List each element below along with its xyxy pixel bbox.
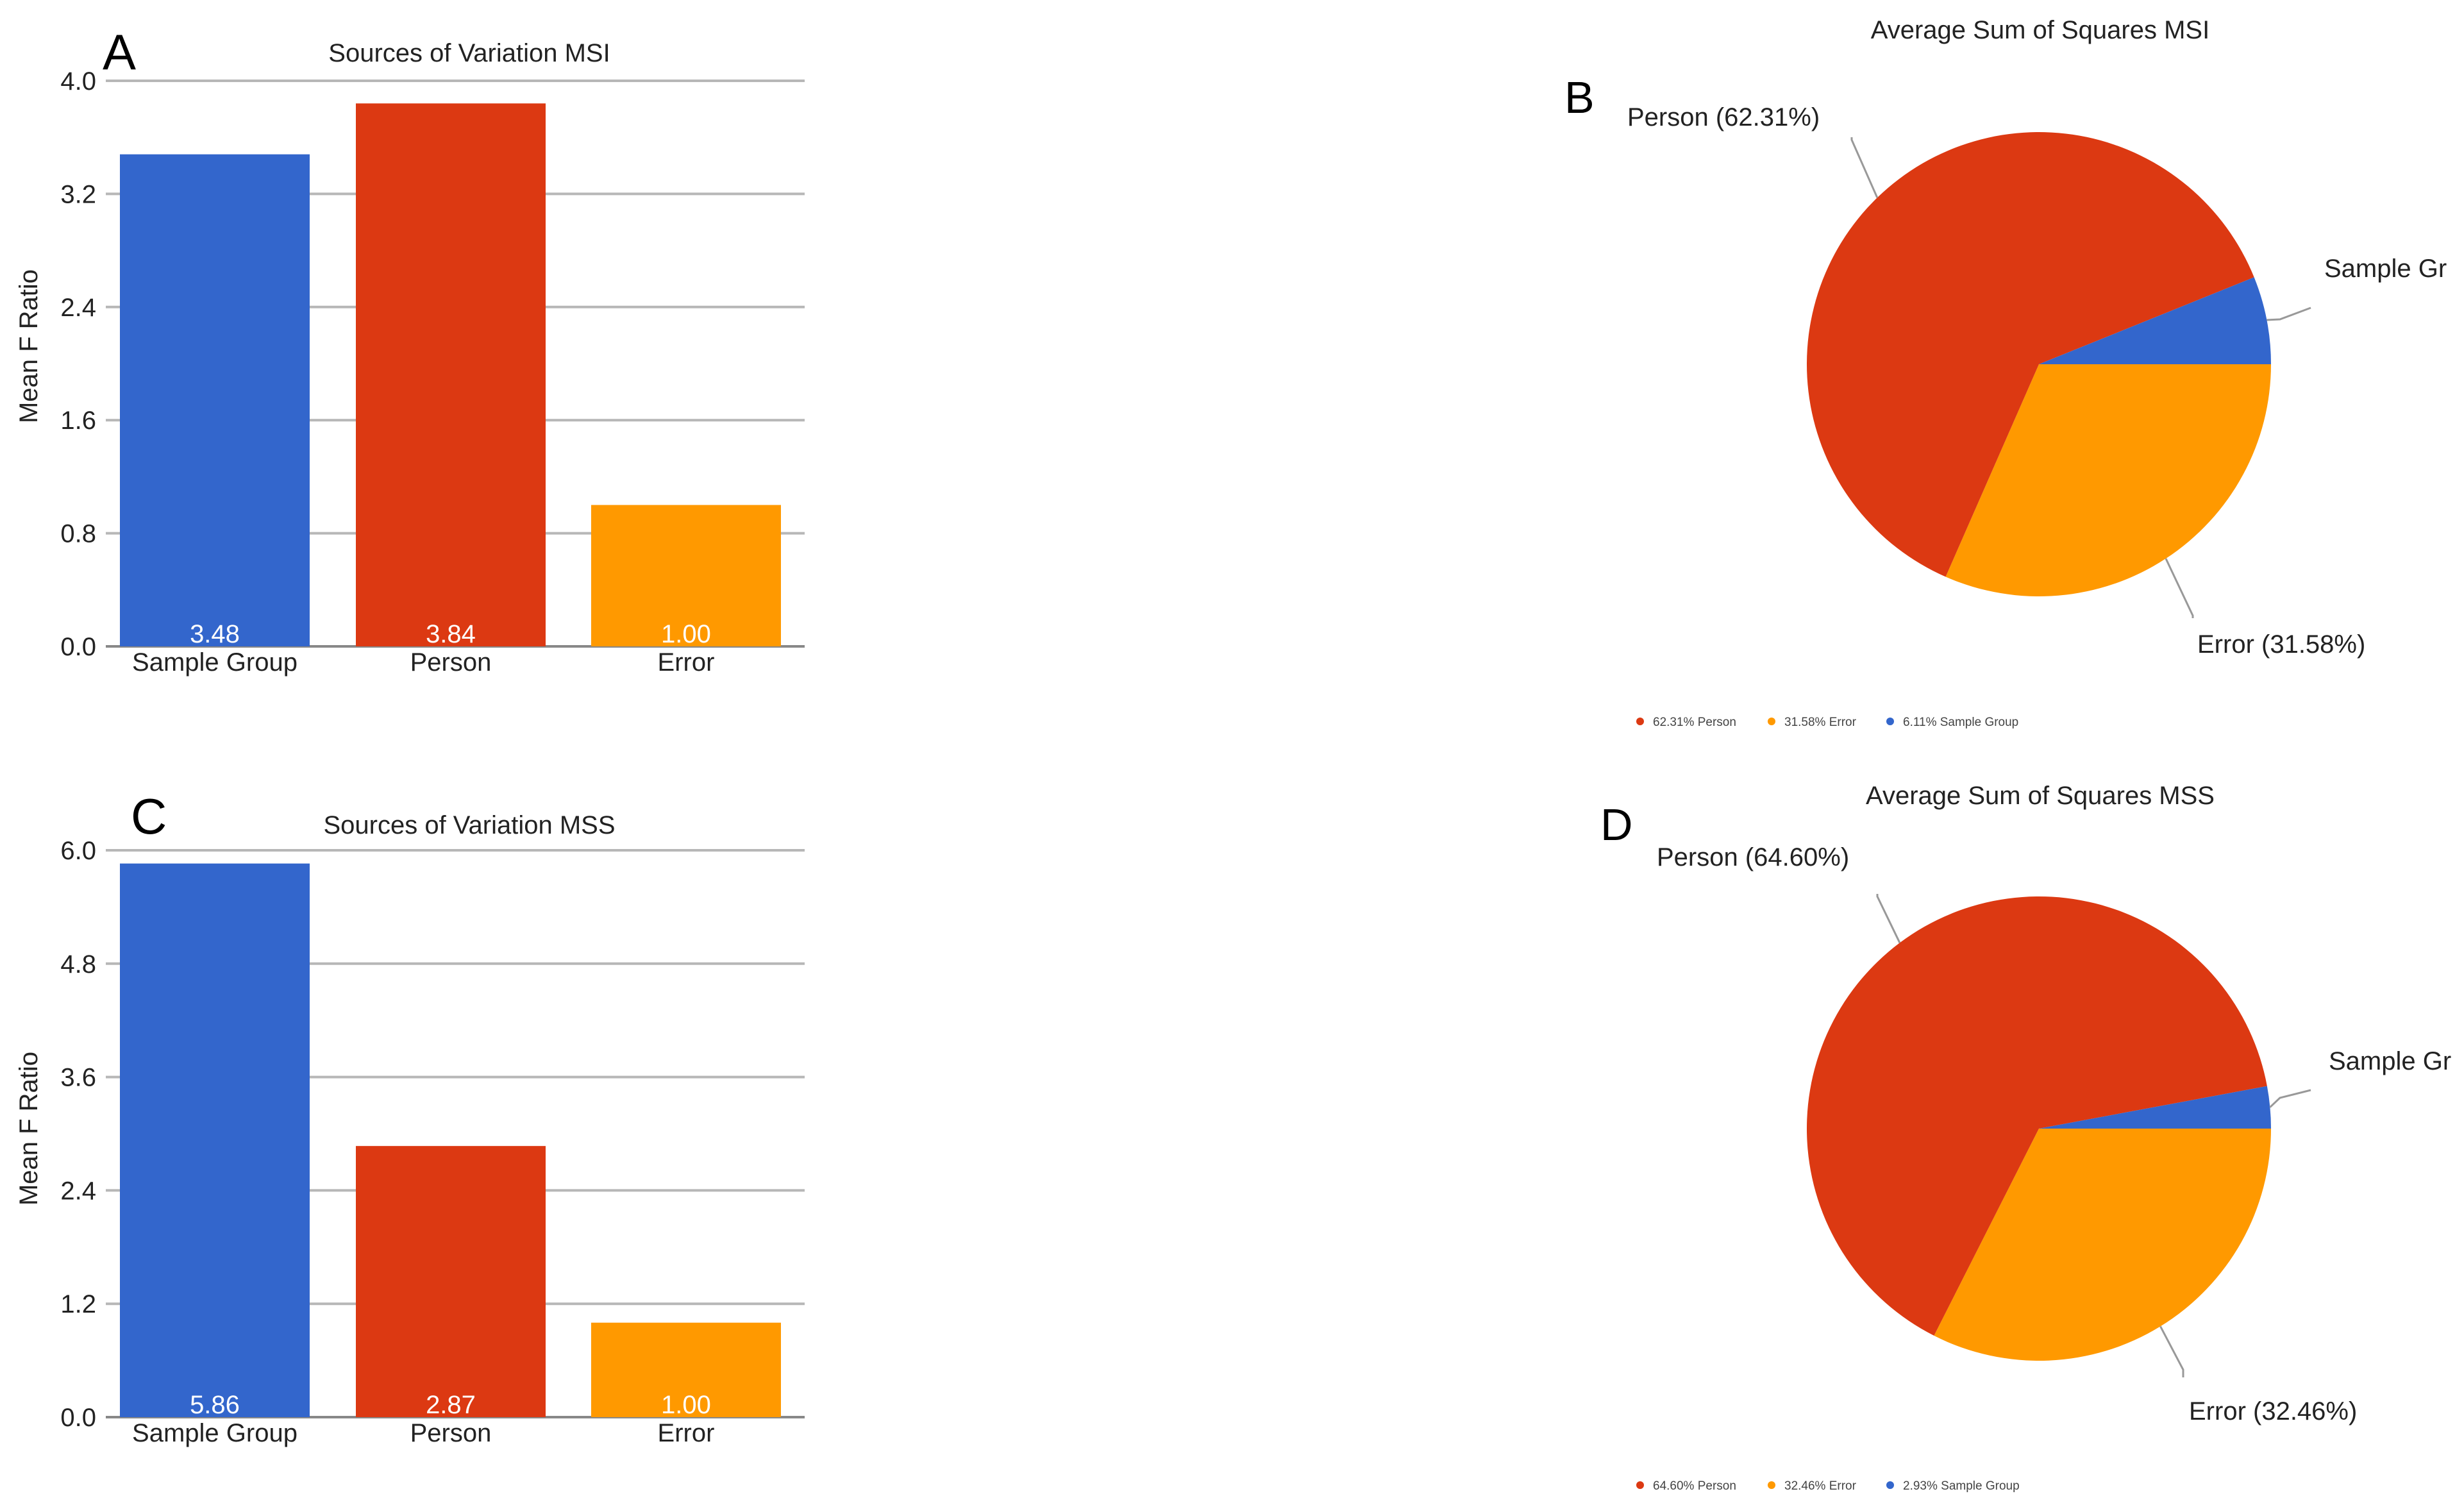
- y-tick-label: 0.0: [60, 633, 96, 661]
- pie-slice-sample-group: [2039, 1086, 2271, 1129]
- bar-person: [356, 103, 546, 646]
- bar-value-label: 2.87: [426, 1391, 476, 1419]
- legend-label: 64.60% Person: [1653, 1479, 1736, 1493]
- callout-leader-line: [2269, 1089, 2311, 1108]
- panel-letter: D: [1600, 800, 1633, 850]
- bar-value-label: 3.84: [426, 620, 476, 648]
- panel-c-bar-chart: C Sources of Variation MSS Mean F Ratio …: [15, 788, 805, 1447]
- chart-title: Sources of Variation MSS: [323, 811, 615, 839]
- legend-swatch: [1636, 1481, 1644, 1489]
- bar-person: [356, 1146, 546, 1417]
- y-tick-label: 0.0: [60, 1404, 96, 1432]
- callout-leader-line: [2159, 1325, 2184, 1377]
- chart-title: Sources of Variation MSI: [328, 39, 610, 67]
- legend-swatch: [1886, 1481, 1894, 1489]
- pie-callout-label: Person (62.31%): [1627, 103, 1820, 131]
- x-tick-label: Error: [658, 1419, 715, 1447]
- pie-slice-sample-group: [2039, 277, 2271, 364]
- legend-swatch: [1768, 718, 1775, 725]
- bar-error: [591, 1322, 781, 1417]
- pie-callout-label: Sample Gr: [2324, 255, 2447, 283]
- y-tick-label: 1.2: [60, 1290, 96, 1318]
- y-tick-label: 6.0: [60, 837, 96, 865]
- panel-d-pie-chart: D Average Sum of Squares MSS Error (32.4…: [1600, 782, 2451, 1493]
- chart-title: Average Sum of Squares MSI: [1871, 16, 2209, 44]
- callout-leader-line: [1876, 894, 1901, 943]
- pie-callout-label: Person (64.60%): [1657, 843, 1849, 871]
- y-tick-label: 4.0: [60, 67, 96, 96]
- pie-slice-error: [1945, 364, 2271, 596]
- pie-callout-label: Sample Gr: [2329, 1047, 2451, 1075]
- callout-leader-line: [2165, 558, 2194, 618]
- x-tick-label: Error: [658, 648, 715, 677]
- y-tick-label: 4.8: [60, 950, 96, 979]
- pie-slice-error: [1934, 1129, 2271, 1361]
- y-tick-label: 2.4: [60, 294, 96, 322]
- bar-error: [591, 505, 781, 646]
- legend-label: 32.46% Error: [1784, 1479, 1857, 1493]
- x-tick-label: Person: [410, 1419, 492, 1447]
- panel-a-bar-chart: A Sources of Variation MSI Mean F Ratio …: [15, 24, 805, 677]
- legend-label: 6.11% Sample Group: [1903, 716, 2018, 729]
- pie-slice-person: [1807, 132, 2254, 577]
- y-tick-label: 0.8: [60, 520, 96, 548]
- chart-title: Average Sum of Squares MSS: [1866, 782, 2215, 810]
- panel-letter: C: [131, 788, 167, 845]
- legend-swatch: [1636, 718, 1644, 725]
- y-tick-label: 2.4: [60, 1177, 96, 1205]
- legend-label: 2.93% Sample Group: [1903, 1479, 2020, 1493]
- y-tick-label: 3.2: [60, 180, 96, 208]
- pie-callout-label: Error (32.46%): [2189, 1397, 2357, 1425]
- legend-label: 62.31% Person: [1653, 716, 1736, 729]
- bar-value-label: 1.00: [661, 1391, 711, 1419]
- bar-value-label: 5.86: [190, 1391, 240, 1419]
- pie-callout-label: Error (31.58%): [2197, 630, 2365, 659]
- y-tick-label: 1.6: [60, 407, 96, 435]
- x-tick-label: Sample Group: [132, 648, 298, 677]
- panel-letter: A: [103, 24, 136, 80]
- y-axis-label: Mean F Ratio: [15, 269, 43, 423]
- bar-sample-group: [120, 154, 310, 646]
- x-tick-label: Person: [410, 648, 492, 677]
- bar-value-label: 1.00: [661, 620, 711, 648]
- panel-letter: B: [1564, 72, 1595, 122]
- legend-label: 31.58% Error: [1784, 716, 1857, 729]
- bar-sample-group: [120, 863, 310, 1417]
- panel-b-pie-chart: B Average Sum of Squares MSI Error (31.5…: [1564, 16, 2447, 729]
- callout-leader-line: [2267, 307, 2311, 321]
- callout-leader-line: [1850, 137, 1879, 198]
- y-tick-label: 3.6: [60, 1064, 96, 1092]
- bar-value-label: 3.48: [190, 620, 240, 648]
- legend-swatch: [1886, 718, 1894, 725]
- pie-slice-person: [1806, 896, 2267, 1336]
- x-tick-label: Sample Group: [132, 1419, 298, 1447]
- legend-swatch: [1768, 1481, 1775, 1489]
- y-axis-label: Mean F Ratio: [15, 1052, 43, 1206]
